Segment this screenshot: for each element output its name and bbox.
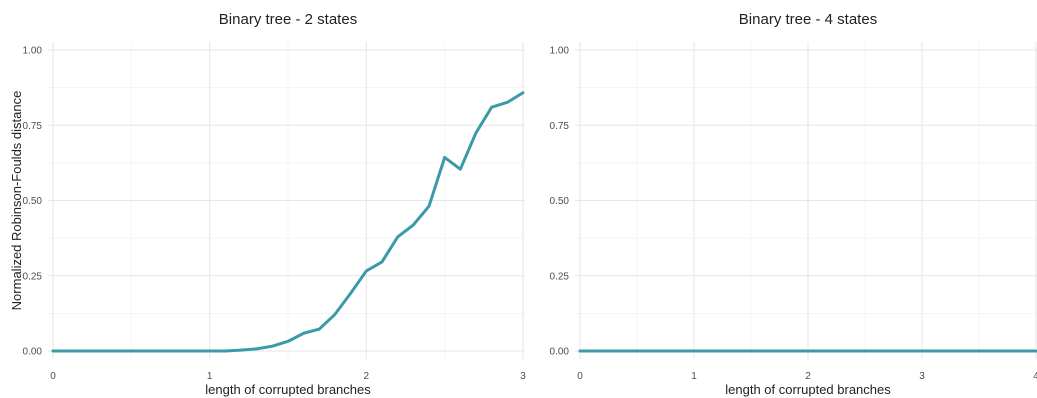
panel-title: Binary tree - 2 states (219, 11, 357, 28)
x-tick-label: 2 (805, 371, 811, 382)
x-tick-label: 3 (919, 371, 925, 382)
y-tick-label: 0.50 (550, 196, 570, 207)
x-axis-label: length of corrupted branches (205, 382, 371, 397)
y-tick-label: 0.75 (550, 121, 570, 132)
x-tick-label: 1 (691, 371, 697, 382)
x-tick-label: 2 (364, 371, 370, 382)
x-tick-label: 3 (520, 371, 526, 382)
series-line (51, 91, 525, 353)
y-tick-label: 0.25 (550, 271, 570, 282)
y-tick-label: 0.00 (23, 347, 43, 358)
x-tick-label: 0 (50, 371, 56, 382)
x-axis-label: length of corrupted branches (725, 382, 891, 397)
chart-panel-2: 0.00 0.25 0.50 0.75 1.00 0 1 2 3 4 Binary tree - 4… (550, 11, 1037, 397)
panel-title: Binary tree - 4 states (739, 11, 877, 28)
y-tick-label: 0.50 (23, 196, 43, 207)
x-tick-label: 0 (577, 371, 583, 382)
chart-panel-1: 0.00 0.25 0.50 0.75 1.00 0 1 2 3 Binary tree - 2 … (9, 11, 526, 397)
x-tick-label: 4 (1033, 371, 1037, 382)
y-tick-label: 0.75 (23, 121, 43, 132)
y-tick-label: 1.00 (550, 46, 570, 57)
y-tick-label: 0.25 (23, 271, 43, 282)
x-tick-label: 1 (207, 371, 213, 382)
y-axis-label: Normalized Robinson-Foulds distance (9, 91, 24, 311)
y-tick-label: 1.00 (23, 46, 43, 57)
y-tick-label: 0.00 (550, 347, 570, 358)
